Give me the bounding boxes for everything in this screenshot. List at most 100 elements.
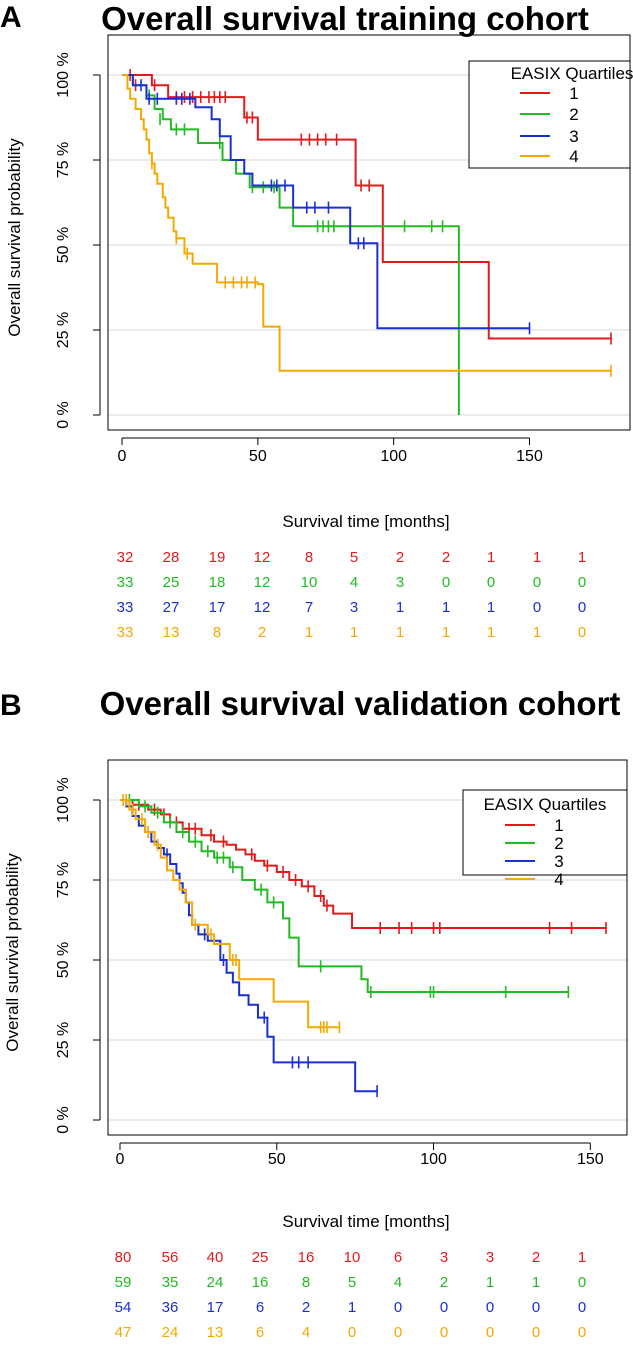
risk-count: 0 (578, 1299, 586, 1316)
km-series-1 (120, 794, 607, 934)
risk-count: 2 (258, 624, 266, 641)
risk-count: 0 (440, 1324, 448, 1341)
risk-count: 27 (163, 599, 180, 616)
risk-count: 54 (115, 1299, 132, 1316)
risk-count: 0 (394, 1299, 402, 1316)
risk-count: 1 (442, 624, 450, 641)
risk-count: 0 (532, 1324, 540, 1341)
risk-count: 3 (350, 599, 358, 616)
risk-count: 0 (578, 574, 586, 591)
risk-count: 7 (305, 599, 313, 616)
km-curve-3 (120, 799, 378, 1093)
km-series-4 (122, 74, 612, 377)
risk-count: 17 (207, 1299, 224, 1316)
risk-count: 24 (207, 1274, 224, 1291)
risk-count: 1 (396, 624, 404, 641)
risk-count: 18 (209, 574, 226, 591)
legend-title: EASIX Quartiles (511, 64, 633, 83)
y-tick-label: 75 % (55, 862, 72, 898)
risk-count: 0 (487, 574, 495, 591)
x-tick-label: 150 (577, 1151, 604, 1168)
risk-count: 80 (115, 1249, 132, 1266)
km-curve-3 (122, 74, 530, 330)
risk-count: 2 (440, 1274, 448, 1291)
km-curve-4 (120, 799, 340, 1029)
chart-title: Overall survival training cohort (101, 0, 589, 37)
risk-count: 1 (533, 624, 541, 641)
x-tick-label: 0 (116, 1151, 125, 1168)
risk-count: 28 (163, 549, 180, 566)
risk-count: 35 (162, 1274, 179, 1291)
x-axis-label: Survival time [months] (282, 1212, 449, 1231)
y-tick-label: 0 % (55, 1106, 72, 1134)
x-tick-label: 100 (420, 1151, 447, 1168)
risk-count: 6 (256, 1324, 264, 1341)
x-tick-label: 0 (118, 448, 127, 465)
risk-count: 0 (442, 574, 450, 591)
km-curve-1 (120, 799, 606, 929)
risk-count: 5 (348, 1274, 356, 1291)
risk-count: 25 (163, 574, 180, 591)
chart-panel-a: A Overall survival training cohort 0 % 25 %… (0, 0, 633, 641)
km-series-4 (120, 794, 341, 1034)
risk-count: 0 (533, 599, 541, 616)
risk-count: 2 (396, 549, 404, 566)
risk-count: 40 (207, 1249, 224, 1266)
risk-count: 2 (442, 549, 450, 566)
x-tick-label: 50 (268, 1151, 286, 1168)
risk-count: 1 (442, 599, 450, 616)
risk-count: 8 (302, 1274, 310, 1291)
risk-count: 3 (396, 574, 404, 591)
y-axis-label: Overall survival probability (3, 853, 22, 1052)
legend-label-4: 4 (569, 147, 578, 166)
risk-count: 0 (486, 1299, 494, 1316)
risk-count: 8 (213, 624, 221, 641)
risk-count: 6 (256, 1299, 264, 1316)
risk-count: 1 (487, 599, 495, 616)
legend-label-2: 2 (569, 105, 578, 124)
risk-count: 0 (532, 1299, 540, 1316)
y-tick-label: 100 % (55, 777, 72, 822)
risk-count: 0 (578, 1274, 586, 1291)
risk-count: 4 (350, 574, 358, 591)
chart-title: Overall survival validation cohort (100, 685, 621, 722)
x-tick-label: 150 (516, 448, 543, 465)
x-tick-label: 100 (380, 448, 407, 465)
legend-label-3: 3 (569, 127, 578, 146)
y-tick-label: 25 % (55, 312, 72, 348)
km-curve-4 (122, 74, 611, 372)
legend-label-2: 2 (554, 834, 563, 853)
risk-count: 25 (252, 1249, 269, 1266)
y-tick-label: 0 % (55, 401, 72, 429)
risk-count: 10 (344, 1249, 361, 1266)
risk-count: 2 (532, 1249, 540, 1266)
risk-count: 12 (254, 599, 271, 616)
risk-count: 33 (117, 574, 134, 591)
risk-count: 1 (305, 624, 313, 641)
risk-count: 0 (394, 1324, 402, 1341)
risk-count: 1 (533, 549, 541, 566)
y-tick-label: 50 % (55, 942, 72, 978)
risk-count: 1 (348, 1299, 356, 1316)
panel-letter: A (0, 1, 22, 34)
km-curve-2 (120, 799, 569, 993)
risk-count: 47 (115, 1324, 132, 1341)
risk-count: 17 (209, 599, 226, 616)
risk-count: 59 (115, 1274, 132, 1291)
risk-count: 1 (532, 1274, 540, 1291)
risk-count: 0 (440, 1299, 448, 1316)
risk-count: 33 (117, 599, 134, 616)
risk-count: 1 (578, 1249, 586, 1266)
risk-count: 1 (486, 1274, 494, 1291)
legend-box (462, 789, 628, 876)
y-tick-label: 50 % (55, 227, 72, 263)
risk-count: 0 (533, 574, 541, 591)
risk-count: 3 (440, 1249, 448, 1266)
km-curve-1 (122, 74, 611, 340)
risk-count: 1 (487, 549, 495, 566)
risk-count: 33 (117, 624, 134, 641)
risk-count: 32 (117, 549, 134, 566)
risk-count: 16 (252, 1274, 269, 1291)
